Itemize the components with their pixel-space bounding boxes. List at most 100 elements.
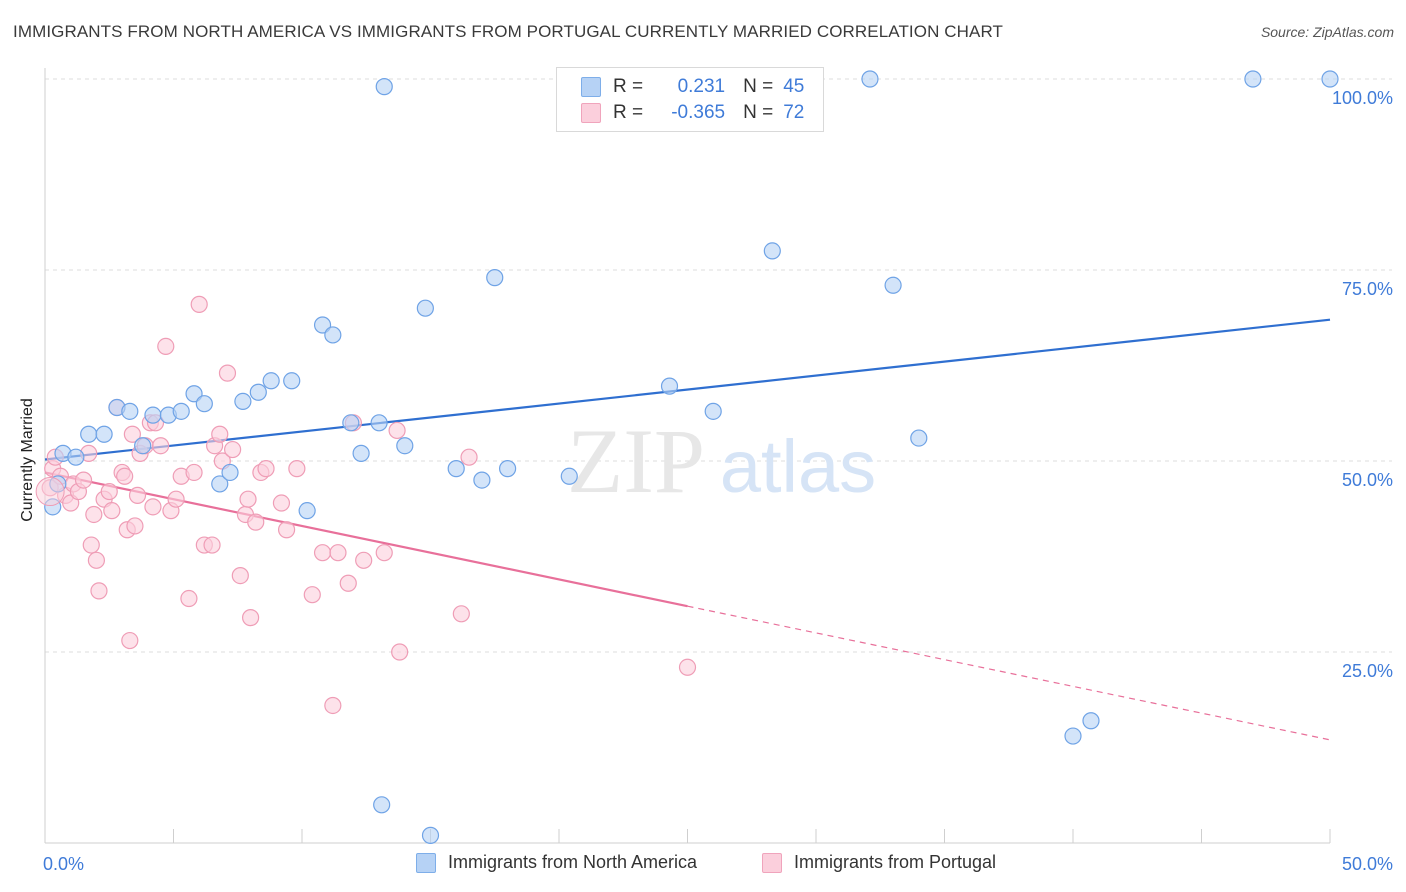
point-north-america (861, 70, 879, 88)
point-north-america (324, 326, 342, 344)
point-north-america (560, 467, 578, 485)
legend-swatch-pink (762, 852, 782, 873)
point-portugal (85, 505, 103, 524)
point-north-america (499, 460, 517, 478)
point-north-america (195, 395, 213, 413)
point-portugal (100, 482, 118, 501)
point-portugal (157, 337, 175, 355)
point-portugal (460, 448, 478, 466)
point-portugal (277, 521, 296, 539)
point-portugal-cluster (35, 477, 65, 507)
point-north-america (172, 402, 190, 420)
point-north-america (396, 437, 414, 455)
legend-row-portugal: R = -0.365 N = 72 (581, 101, 804, 125)
point-north-america (352, 444, 370, 462)
point-portugal (123, 425, 141, 443)
point-north-america (1082, 712, 1100, 730)
point-portugal (288, 460, 306, 478)
point-north-america (211, 475, 229, 493)
point-portugal (218, 364, 237, 382)
n-label: N = (743, 76, 774, 97)
data-points (35, 70, 1339, 844)
point-north-america (80, 425, 98, 443)
point-north-america (421, 826, 440, 844)
point-portugal (224, 440, 242, 459)
point-north-america (1321, 70, 1339, 88)
point-portugal (678, 658, 697, 676)
point-north-america (447, 460, 465, 478)
point-portugal (247, 513, 265, 531)
y-tick-label: 25.0% (1342, 661, 1393, 681)
point-portugal (185, 463, 203, 482)
legend-item-north-america[interactable]: Immigrants from North America (416, 852, 697, 873)
legend-row-north-america: R = 0.231 N = 45 (581, 75, 804, 99)
source-credit: Source: ZipAtlas.com (1260, 24, 1394, 40)
point-portugal (180, 589, 198, 608)
correlation-legend: R = 0.231 N = 45 R = -0.365 N = 72 (556, 67, 824, 132)
tick-labels: 25.0% 50.0% 75.0% 100.0% 0.0% 50.0% (43, 88, 1393, 874)
x-tick-label: 50.0% (1342, 854, 1393, 874)
point-north-america (704, 402, 722, 420)
point-portugal (339, 574, 357, 592)
point-portugal (167, 490, 185, 508)
watermark: ZIP atlas (567, 410, 876, 512)
point-portugal (121, 631, 139, 650)
point-portugal (144, 498, 162, 516)
point-north-america (375, 78, 393, 96)
point-portugal (257, 460, 275, 478)
point-north-america (342, 414, 360, 432)
chart-title: IMMIGRANTS FROM NORTH AMERICA VS IMMIGRA… (13, 22, 1004, 41)
point-north-america (283, 372, 301, 390)
y-tick-label: 100.0% (1332, 88, 1393, 108)
point-north-america (234, 392, 252, 411)
point-north-america (473, 471, 491, 489)
point-portugal (103, 502, 121, 520)
point-portugal (375, 544, 393, 562)
point-north-america (298, 502, 316, 520)
point-portugal (82, 536, 100, 554)
point-portugal (242, 609, 260, 627)
series-legend: Immigrants from North America Immigrants… (0, 852, 1406, 878)
point-portugal (313, 544, 332, 562)
point-north-america (884, 276, 902, 294)
grid-layer (45, 78, 1392, 653)
point-north-america (416, 299, 434, 317)
legend-swatch-pink (581, 103, 601, 123)
point-north-america (1244, 70, 1262, 88)
point-portugal (452, 605, 470, 623)
point-portugal (231, 566, 249, 585)
point-portugal (329, 544, 347, 562)
r-label: R = (613, 102, 644, 123)
point-portugal (324, 696, 342, 715)
x-tick-label: 0.0% (43, 854, 84, 874)
point-portugal (303, 586, 321, 604)
point-portugal (90, 582, 108, 600)
point-portugal (355, 551, 373, 569)
r-value: -0.365 (671, 102, 726, 123)
point-north-america (121, 402, 139, 420)
point-portugal (128, 486, 147, 504)
legend-item-portugal[interactable]: Immigrants from Portugal (762, 852, 996, 873)
legend-label: Immigrants from Portugal (794, 852, 997, 872)
point-portugal (190, 295, 208, 313)
r-label: R = (613, 76, 644, 97)
trend-line-north-america (44, 318, 1331, 461)
point-north-america (262, 372, 280, 390)
point-north-america (144, 406, 162, 424)
n-value: 72 (783, 102, 805, 123)
point-north-america (185, 385, 203, 403)
point-north-america (373, 796, 391, 814)
point-north-america (134, 437, 152, 455)
point-portugal (152, 437, 170, 455)
point-portugal (74, 471, 93, 489)
point-portugal (203, 536, 221, 554)
trend-lines (44, 318, 1331, 741)
r-value: 0.231 (677, 76, 726, 97)
point-north-america (910, 429, 928, 447)
point-north-america (95, 425, 113, 443)
point-portugal (388, 421, 406, 440)
point-portugal (239, 490, 257, 508)
point-north-america (660, 377, 679, 395)
point-portugal (116, 467, 134, 485)
